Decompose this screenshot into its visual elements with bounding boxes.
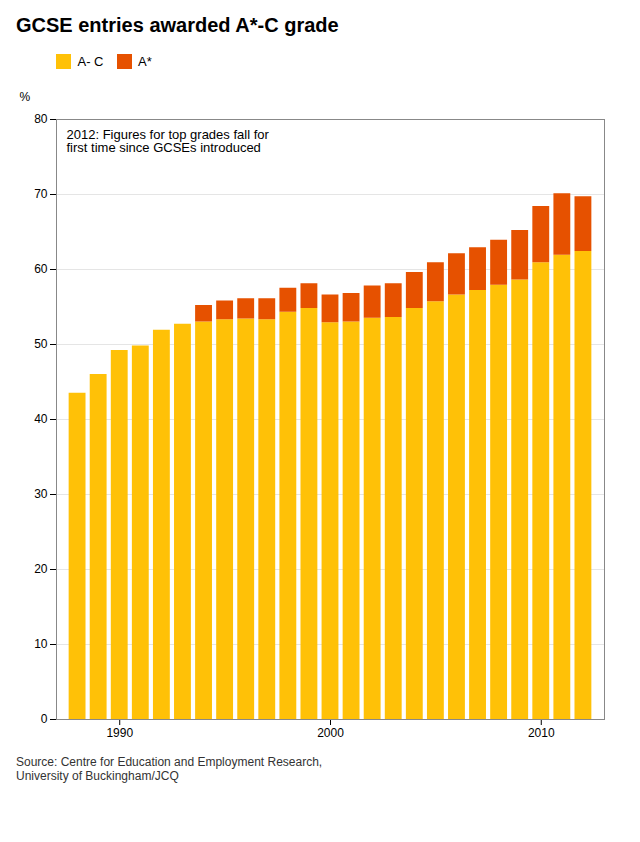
html-text:A- C: A- C <box>77 54 104 69</box>
html-text:Source: Centre for Education a: Source: Centre for Education and Employm… <box>16 754 323 783</box>
svg-text:10: 10 <box>34 637 48 651</box>
svg-text:1990: 1990 <box>106 726 133 740</box>
svg-text:60: 60 <box>34 262 48 276</box>
svg-text:70: 70 <box>34 187 48 201</box>
svg-text:20: 20 <box>34 562 48 576</box>
svg-text:50: 50 <box>34 337 48 351</box>
svg-text:2012: Figures for top grades f: 2012: Figures for top grades fall forfir… <box>67 126 270 154</box>
svg-text:30: 30 <box>34 487 48 501</box>
svg-text:2010: 2010 <box>528 726 555 740</box>
svg-text:40: 40 <box>34 412 48 426</box>
html-text:A*: A* <box>138 54 152 69</box>
svg-text:0: 0 <box>41 712 48 726</box>
svg-text:%: % <box>20 90 31 104</box>
html-text:GCSE entries awarded A*-C grad: GCSE entries awarded A*-C grade <box>16 14 339 36</box>
svg-text:2000: 2000 <box>317 726 344 740</box>
svg-text:80: 80 <box>34 112 48 126</box>
